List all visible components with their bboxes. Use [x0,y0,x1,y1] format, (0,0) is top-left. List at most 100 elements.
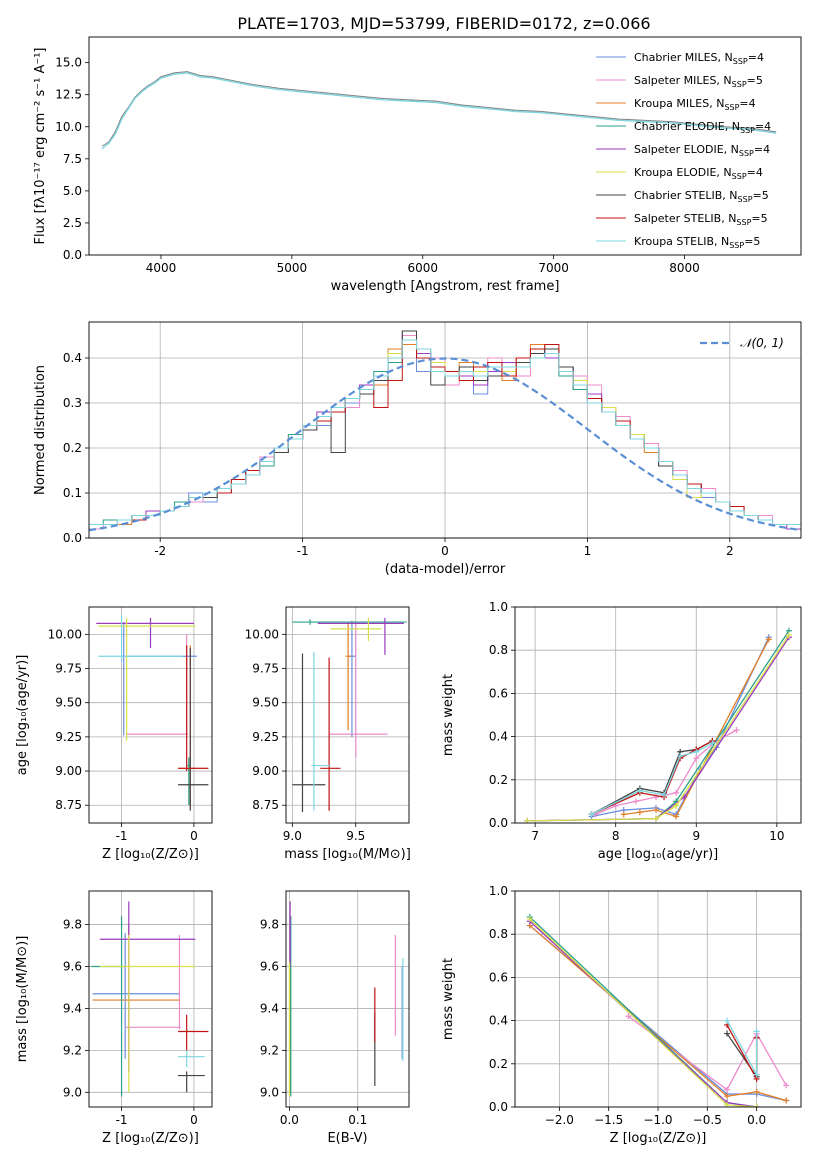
legend-sub: SSP [732,172,747,181]
y-tick-label: 0.2 [489,773,508,787]
weight-marker [783,1082,790,1089]
x-tick-label: 0 [441,544,449,558]
weight-marker [753,1071,760,1078]
x-axis-label: mass [log₁₀(M/M⊙)] [284,847,411,862]
x-axis-label: E(B-V) [327,1131,367,1146]
y-tick-label: 0.2 [489,1057,508,1071]
x-tick-label: −0.5 [693,1113,722,1127]
errorbar-point-0 [349,620,356,737]
weight-marker [753,1028,760,1035]
legend-label: Kroupa ELODIE, N [634,166,732,179]
weight-marker [652,807,659,814]
axes-frame [88,321,802,539]
legend-sub: SSP [733,57,748,66]
legend-entry-1: Salpeter MILES, NSSP=5 [634,74,763,89]
weight-marker [753,1088,760,1095]
y-tick-label: 2.5 [63,216,82,230]
errorbar-point-0 [92,932,180,1059]
errorbar-point-5 [330,617,382,642]
plot-area [524,627,792,823]
errorbar-point-6 [177,1071,205,1093]
chart-mass-weight-vs-z: −2.0 −1.5 −1.0 −0.5 0.0 0.0 0.2 0.4 0.6 0.8 1.0 Z [… [441,884,802,1146]
x-axis-label: wavelength [Angstrom, rest frame] [331,279,560,294]
x-tick-label: −2.0 [545,1113,574,1127]
legend-sub: SSP [724,103,739,112]
y-tick-label: 9.25 [252,730,279,744]
plot-area [526,913,790,1107]
weight-marker [673,802,680,809]
model-spectrum-line [101,72,777,150]
y-tick-label: 0.4 [63,351,82,365]
weight-marker [673,789,680,796]
x-tick-label: 5000 [277,261,308,275]
x-tick-label: −1.5 [594,1113,623,1127]
y-tick-label: 10.0 [55,120,82,134]
legend-label: Chabrier MILES, N [634,51,733,64]
weight-line-0 [591,636,770,818]
y-tick-label: 0.6 [489,970,508,984]
axes-frame [88,890,213,1108]
y-tick-label: 0.0 [63,248,82,262]
plot-area [288,901,404,1097]
legend-entry-0: Chabrier MILES, NSSP=4 [634,51,764,66]
plot-area [91,901,209,1097]
x-tick-label: 9 [692,829,700,843]
y-tick-label: 0.3 [63,396,82,410]
y-tick-label: 9.75 [252,662,279,676]
x-tick-label: 7 [531,829,539,843]
weight-line-7 [591,740,713,815]
legend-entry-3: Chabrier ELODIE, NSSP=4 [634,120,771,135]
legend-tail: =4 [755,120,771,133]
weight-marker [785,632,792,639]
errorbar-point-8 [311,652,331,811]
chart-mass-vs-ebv: 0.0 0.1 9.0 9.2 9.4 9.6 9.8 E(B-V) [260,890,410,1146]
errorbar-point-7 [177,645,209,772]
y-tick-label: 10.00 [245,627,279,641]
weight-marker [636,809,643,816]
errorbar-point-7 [320,657,341,811]
y-tick-label: 9.50 [55,696,82,710]
y-tick-label: 0.2 [63,441,82,455]
legend-tail: =4 [748,51,764,64]
y-tick-label: 7.5 [63,152,82,166]
figure-content: 4000 5000 6000 7000 80000.02.55.07.510.012.5… [15,36,802,1146]
x-axis-label: (data-model)/error [385,562,506,577]
weight-line-5 [529,918,757,1107]
weight-marker [652,815,659,822]
weight-marker [636,787,643,794]
y-tick-label: 9.0 [63,1085,82,1099]
legend-tail: =4 [739,97,755,110]
weight-line-2 [529,925,787,1102]
legend-label: Salpeter ELODIE, N [634,143,739,156]
errorbar-point-1 [126,634,189,735]
errorbar-point-1 [125,935,181,1030]
weight-marker [661,791,668,798]
y-tick-label: 5.0 [63,184,82,198]
y-tick-label: 0.0 [489,816,508,830]
errorbar-point-1 [329,622,388,758]
x-tick-label: 0.0 [747,1113,766,1127]
x-tick-label: 9.5 [346,829,365,843]
chart-residuals: -2 -1 0 1 2 0.0 0.1 0.2 0.3 0.4 𝒩(0, 1) (data-model… [33,321,802,577]
y-tick-label: 0.4 [489,730,508,744]
y-tick-label: 9.75 [55,662,82,676]
legend-tail: =5 [753,189,769,202]
y-tick-label: 1.0 [489,884,508,898]
chart-spectrum: 4000 5000 6000 7000 8000 0.0 2.5 5.0 7.5 10.0 12.5… [33,36,802,294]
x-tick-label: -1 [116,829,128,843]
y-tick-label: 9.25 [55,730,82,744]
legend-tail: =4 [747,166,763,179]
errorbar-point-4 [96,617,194,649]
plot-area [101,71,777,150]
y-tick-label: 0.6 [489,686,508,700]
y-tick-label: 9.2 [63,1043,82,1057]
legend-sub: SSP [732,80,747,89]
weight-marker [709,740,716,747]
weight-marker [588,811,595,818]
x-tick-label: 0.1 [348,1113,367,1127]
x-tick-label: 8 [612,829,620,843]
x-tick-label: 6000 [407,261,438,275]
legend-entry-8: Kroupa STELIB, NSSP=5 [634,235,760,250]
legend-sub: SSP [736,218,751,227]
y-tick-label: 0.8 [489,927,508,941]
